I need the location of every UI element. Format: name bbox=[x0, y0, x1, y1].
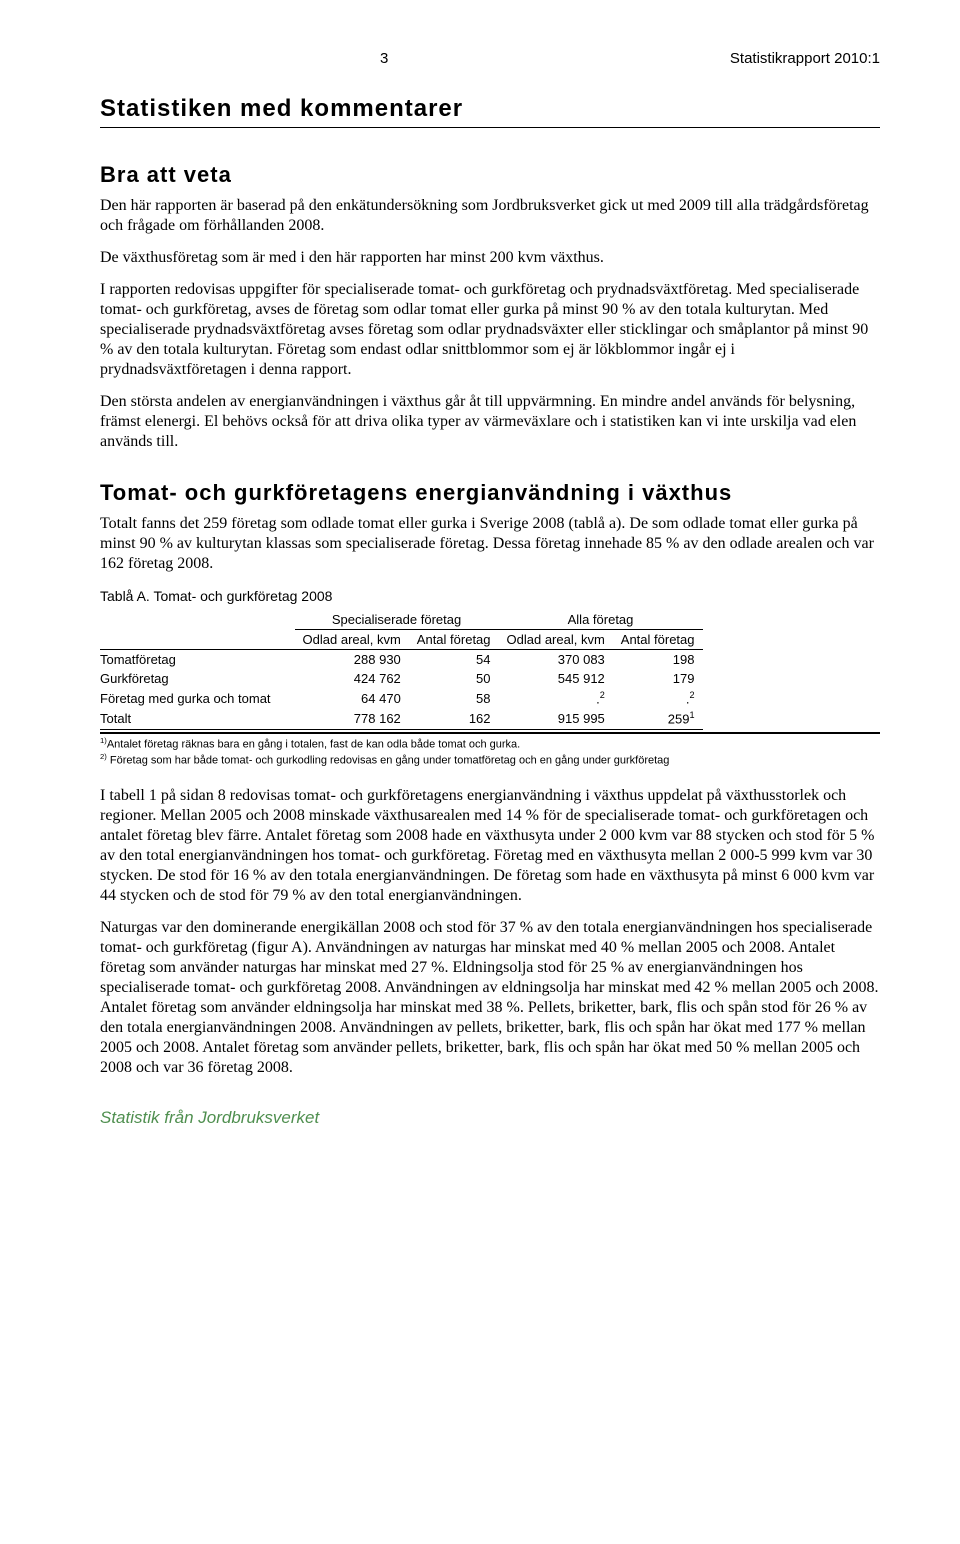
table-header-row: Odlad areal, kvm Antal företag Odlad are… bbox=[100, 630, 703, 650]
body-paragraph: Totalt fanns det 259 företag som odlade … bbox=[100, 514, 880, 574]
table-cell: 915 995 bbox=[499, 708, 613, 729]
body-paragraph: Den största andelen av energianvändninge… bbox=[100, 392, 880, 452]
table-cell: 370 083 bbox=[499, 650, 613, 670]
table-cell: 50 bbox=[409, 669, 499, 688]
section-heading-1: Bra att veta bbox=[100, 162, 880, 188]
table-row-label: Totalt bbox=[100, 708, 295, 729]
table-col-header: Antal företag bbox=[409, 630, 499, 650]
table-cell: 198 bbox=[613, 650, 703, 670]
table-caption: Tablå A. Tomat- och gurkföretag 2008 bbox=[100, 588, 880, 604]
body-paragraph: Den här rapporten är baserad på den enkä… bbox=[100, 196, 880, 236]
table-cell: 179 bbox=[613, 669, 703, 688]
table-group-header: Specialiserade företag bbox=[295, 610, 499, 630]
table-row: Totalt 778 162 162 915 995 2591 bbox=[100, 708, 703, 729]
page-number: 3 bbox=[380, 50, 388, 67]
table-footnotes: 1)Antalet företag räknas bara en gång i … bbox=[100, 732, 880, 768]
table-cell: 2591 bbox=[613, 708, 703, 729]
table-group-header-row: Specialiserade företag Alla företag bbox=[100, 610, 703, 630]
table-col-header: Antal företag bbox=[613, 630, 703, 650]
table-row-label: Företag med gurka och tomat bbox=[100, 688, 295, 708]
table-row-label: Tomatföretag bbox=[100, 650, 295, 670]
table-cell: .2 bbox=[499, 688, 613, 708]
page-header: 3 Statistikrapport 2010:1 bbox=[100, 50, 880, 67]
table-cell: 288 930 bbox=[295, 650, 409, 670]
table-cell: 64 470 bbox=[295, 688, 409, 708]
page-title: Statistiken med kommentarer bbox=[100, 95, 880, 123]
table-group-header: Alla företag bbox=[499, 610, 703, 630]
table-col-header: Odlad areal, kvm bbox=[499, 630, 613, 650]
section-heading-2: Tomat- och gurkföretagens energianvändni… bbox=[100, 480, 880, 506]
table-cell: 58 bbox=[409, 688, 499, 708]
title-divider bbox=[100, 127, 880, 128]
table-cell: 545 912 bbox=[499, 669, 613, 688]
body-paragraph: De växthusföretag som är med i den här r… bbox=[100, 248, 880, 268]
table-cell: 778 162 bbox=[295, 708, 409, 729]
table-row-label: Gurkföretag bbox=[100, 669, 295, 688]
table-cell: .2 bbox=[613, 688, 703, 708]
body-paragraph: I rapporten redovisas uppgifter för spec… bbox=[100, 280, 880, 380]
table-row: Tomatföretag 288 930 54 370 083 198 bbox=[100, 650, 703, 670]
body-paragraph: Naturgas var den dominerande energikälla… bbox=[100, 918, 880, 1078]
table-row: Gurkföretag 424 762 50 545 912 179 bbox=[100, 669, 703, 688]
page-footer: Statistik från Jordbruksverket bbox=[100, 1108, 880, 1128]
table-cell: 162 bbox=[409, 708, 499, 729]
table-cell: 54 bbox=[409, 650, 499, 670]
table-row: Företag med gurka och tomat 64 470 58 .2… bbox=[100, 688, 703, 708]
table-col-header: Odlad areal, kvm bbox=[295, 630, 409, 650]
body-paragraph: I tabell 1 på sidan 8 redovisas tomat- o… bbox=[100, 786, 880, 906]
report-id: Statistikrapport 2010:1 bbox=[730, 50, 880, 67]
data-table: Specialiserade företag Alla företag Odla… bbox=[100, 610, 703, 730]
table-cell: 424 762 bbox=[295, 669, 409, 688]
